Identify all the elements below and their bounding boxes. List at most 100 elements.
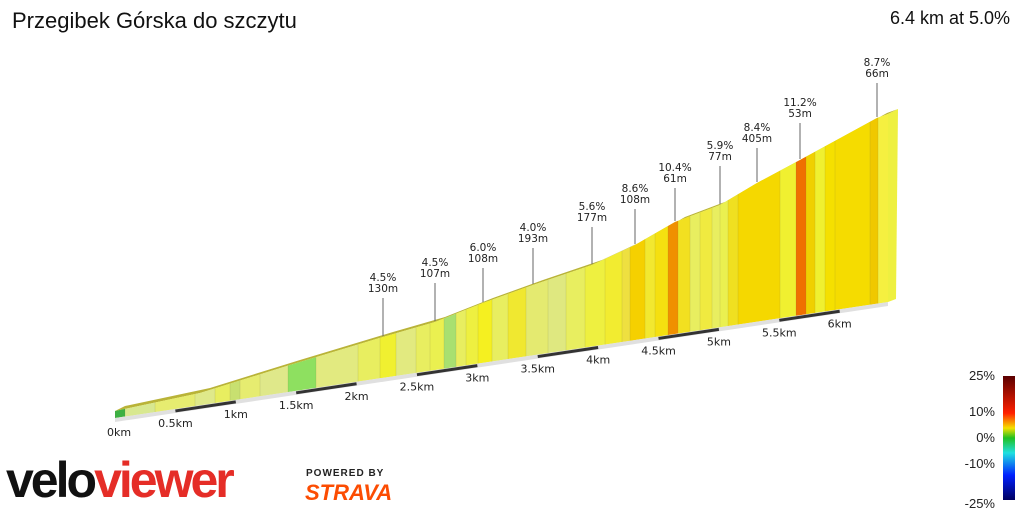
axis-segment (295, 382, 357, 395)
gradient-stripe (125, 114, 155, 418)
segment-annotation: 8.6%108m (620, 183, 650, 244)
climb-summary: 6.4 km at 5.0% (889, 8, 1010, 28)
axis-segment (416, 364, 478, 377)
x-tick-label: 4.5km (641, 344, 676, 357)
x-tick-label: 2.5km (400, 381, 435, 394)
strava-logo: STRAVA (305, 480, 393, 505)
gradient-stripe (260, 114, 288, 418)
gradient-stripe (815, 114, 825, 418)
segment-annotation: 8.7%66m (864, 57, 890, 117)
legend-label: -25% (965, 496, 996, 511)
legend-color-bar (1003, 376, 1015, 500)
segment-gradient: 6.0% (470, 242, 497, 254)
gradient-stripe (738, 114, 780, 418)
x-tick-label: 5.5km (762, 326, 797, 339)
gradient-stripe (215, 114, 230, 418)
gradient-stripe (655, 114, 668, 418)
segment-gradient: 8.4% (744, 122, 771, 134)
segment-gradient: 11.2% (783, 97, 816, 109)
segment-annotation: 4.0%193m (518, 222, 548, 284)
segment-length: 405m (742, 133, 772, 145)
gradient-stripe (155, 114, 195, 418)
segment-annotation: 8.4%405m (742, 122, 772, 182)
segment-gradient: 4.5% (370, 272, 397, 284)
legend-label: 10% (969, 404, 995, 419)
segment-length: 108m (468, 253, 498, 265)
segment-gradient: 4.0% (520, 222, 547, 234)
gradient-stripe (195, 114, 215, 418)
profile-end-face (888, 109, 898, 302)
page-title: Przegibek Górska do szczytu (12, 8, 297, 33)
gradient-stripe (668, 114, 678, 418)
legend-label: 25% (969, 368, 995, 383)
segment-gradient: 8.6% (622, 183, 649, 195)
x-tick-label: 3.5km (520, 363, 555, 376)
gradient-stripe (878, 114, 888, 418)
x-tick-label: 2km (345, 390, 369, 403)
gradient-stripe (630, 114, 645, 418)
segment-length: 53m (788, 108, 812, 120)
gradient-stripe (288, 114, 316, 418)
axis-segment (175, 400, 237, 413)
x-tick-label: 0km (107, 426, 131, 439)
segment-length: 77m (708, 151, 732, 163)
segment-length: 66m (865, 68, 889, 80)
segment-gradient: 4.5% (422, 257, 449, 269)
segment-annotation: 6.0%108m (468, 242, 498, 302)
axis-segment (658, 327, 720, 340)
gradient-stripe (728, 114, 738, 418)
gradient-stripe (622, 114, 630, 418)
segment-gradient: 5.6% (579, 201, 606, 213)
axis-segment (779, 309, 840, 322)
segment-gradient: 5.9% (707, 140, 734, 152)
segment-annotation: 5.6%177m (577, 201, 607, 264)
gradient-stripe (796, 114, 806, 418)
gradient-stripe (240, 114, 260, 418)
segment-length: 130m (368, 283, 398, 295)
gradient-stripe (566, 114, 585, 418)
segment-annotation: 11.2%53m (783, 97, 817, 159)
gradient-stripe (115, 114, 125, 418)
legend-label: -10% (965, 456, 996, 471)
gradient-stripe (712, 114, 720, 418)
x-tick-label: 1.5km (279, 399, 314, 412)
segment-length: 108m (620, 194, 650, 206)
axis-segment (537, 346, 599, 359)
segment-annotation: 4.5%107m (420, 257, 450, 321)
segment-length: 177m (577, 212, 607, 224)
x-tick-label: 1km (224, 408, 248, 421)
distance-axis: 0km 0.5km 1km 1.5km 2km 2.5km 3km 3.5km 4km 4.5km… (107, 309, 852, 439)
gradient-stripe (870, 114, 878, 418)
gradient-stripe (526, 114, 548, 418)
gradient-stripe (605, 114, 622, 418)
gradient-stripe (780, 114, 796, 418)
x-tick-label: 6km (828, 317, 852, 330)
segment-length: 61m (663, 173, 687, 185)
profile-3d (115, 109, 898, 422)
x-tick-label: 4km (586, 354, 610, 367)
x-tick-label: 0.5km (158, 417, 193, 430)
gradient-stripe (835, 114, 870, 418)
segment-length: 193m (518, 233, 548, 245)
gradient-stripe (316, 114, 358, 418)
gradient-stripe (645, 114, 655, 418)
gradient-stripe (806, 114, 815, 418)
gradient-stripe (492, 114, 508, 418)
gradient-stripe (508, 114, 526, 418)
gradient-stripe (825, 114, 835, 418)
segment-annotation: 5.9%77m (707, 140, 734, 204)
gradient-stripe (678, 114, 690, 418)
segment-annotation: 10.4%61m (658, 162, 692, 221)
legend-label: 0% (976, 430, 995, 445)
segment-annotation: 4.5%130m (368, 272, 398, 336)
segment-length: 107m (420, 268, 450, 280)
powered-by-label: POWERED BY (306, 468, 385, 479)
gradient-stripe (690, 114, 700, 418)
gradient-stripe (720, 114, 728, 418)
gradient-legend: 25% 10% 0% -10% -25% (965, 368, 1015, 511)
x-tick-label: 3km (465, 372, 489, 385)
gradient-stripe (548, 114, 566, 418)
segment-annotations: 4.5%130m4.5%107m6.0%108m4.0%193m5.6%177m… (368, 57, 890, 336)
